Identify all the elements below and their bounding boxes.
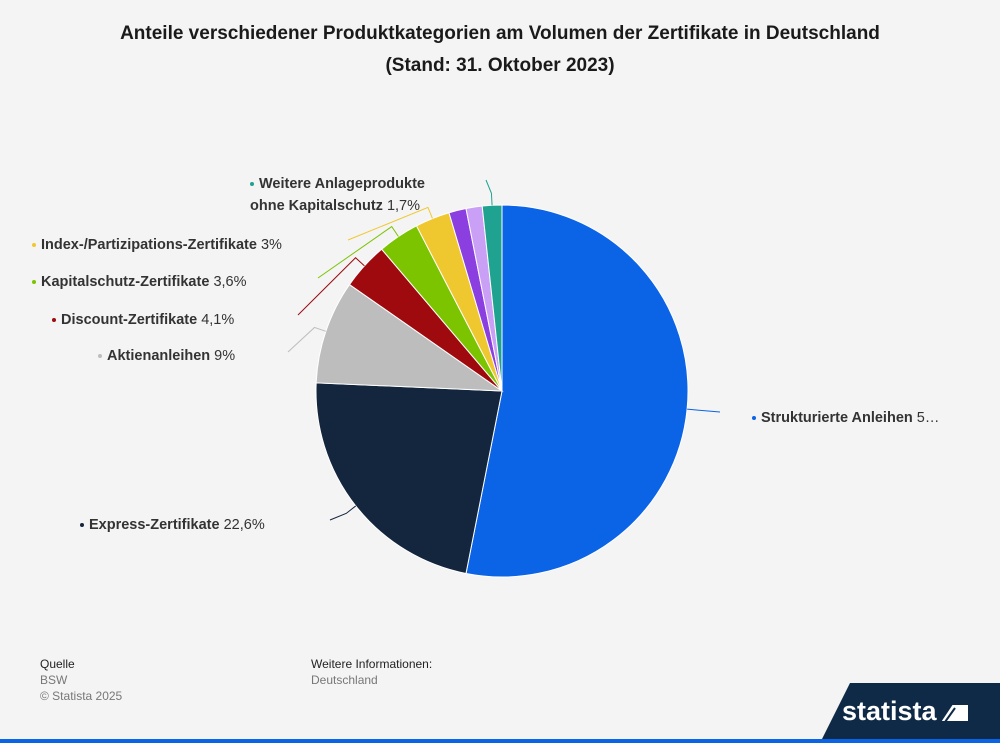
slice-name: Index-/Partizipations-Zertifikate <box>41 237 257 253</box>
logo-icon <box>938 703 970 723</box>
slice-name: Express-Zertifikate <box>89 517 220 533</box>
pie-slice <box>315 382 503 575</box>
slice-label: Kapitalschutz-Zertifikate 3,6% <box>32 271 247 293</box>
legend-dot <box>752 416 756 421</box>
leader-line <box>297 257 365 316</box>
slice-label: Strukturierte Anleihen 5… <box>752 407 939 429</box>
source-label: Quelle <box>40 657 75 671</box>
slice-label: Discount-Zertifikate 4,1% <box>52 309 234 331</box>
slice-label: Aktienanleihen 9% <box>98 345 235 367</box>
chart-title: Anteile verschiedener Produktkategorien … <box>120 23 880 76</box>
leader-line <box>317 225 399 279</box>
leader-line <box>347 206 433 241</box>
slice-label: Weitere Anlageprodukte ohne Kapitalschut… <box>250 173 460 217</box>
pie-slice <box>465 204 689 578</box>
leader-line <box>329 505 357 521</box>
slice-name: Discount-Zertifikate <box>61 312 198 328</box>
legend-dot <box>80 523 84 528</box>
slice-value: 4,1% <box>201 312 235 328</box>
info-label: Weitere Informationen: <box>311 657 433 671</box>
copyright: © Statista 2025 <box>40 689 123 703</box>
logo: statista <box>842 696 937 726</box>
slice-value: 3,6% <box>213 274 247 290</box>
legend-dot <box>250 182 254 187</box>
source: BSW <box>40 673 68 687</box>
legend-dot <box>32 243 36 248</box>
slice-label: Express-Zertifikate 22,6% <box>80 514 265 536</box>
leader-line <box>287 326 327 353</box>
logo-background <box>820 683 1000 743</box>
slice-label: Index-/Partizipations-Zertifikate 3% <box>32 234 282 256</box>
slice-value: 9% <box>214 348 236 364</box>
pie-slice <box>315 283 504 392</box>
info: Deutschland <box>311 673 378 687</box>
slice-name: Kapitalschutz-Zertifikate <box>41 274 210 290</box>
slice-name: Aktienanleihen <box>107 348 211 364</box>
slice-value: 5… <box>916 410 940 426</box>
slice-name: Weitere Anlageprodukte ohne Kapitalschut… <box>250 176 425 214</box>
legend-dot <box>98 354 102 359</box>
leader-line <box>687 408 721 413</box>
legend-dot <box>32 280 36 285</box>
slice-name: Strukturierte Anleihen <box>761 410 913 426</box>
leader-line <box>485 179 493 206</box>
slice-value: 22,6% <box>223 517 265 533</box>
bottom-bar <box>0 739 1000 743</box>
slice-value: 1,7% <box>386 198 421 214</box>
slice-value: 3% <box>260 237 282 253</box>
legend-dot <box>52 318 56 323</box>
